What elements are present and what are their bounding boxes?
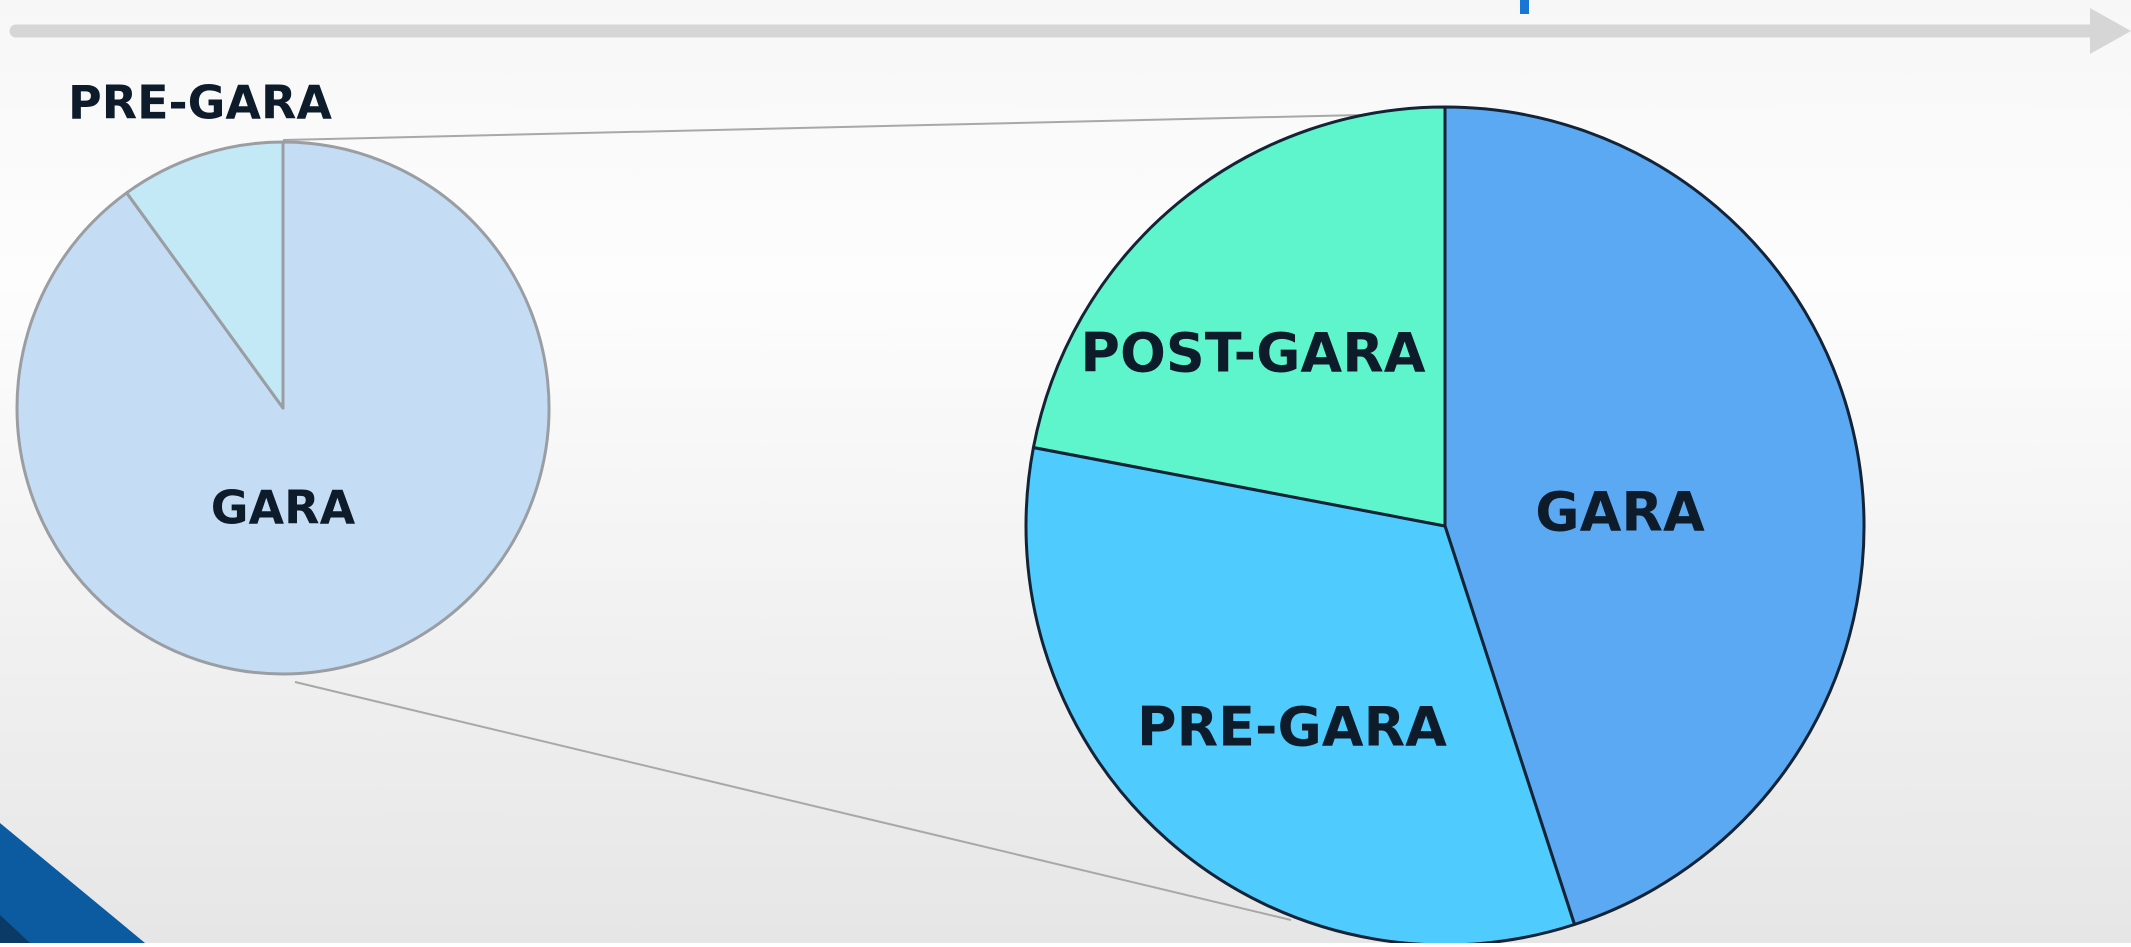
pie-slice — [1443, 105, 1866, 926]
corner-decoration — [0, 823, 145, 943]
pie-slice — [125, 140, 285, 410]
slice-label: GARA — [1535, 481, 1705, 544]
pie-slice — [1031, 105, 1447, 528]
slice-label: PRE-GARA — [68, 76, 332, 130]
decoration — [1520, 0, 1529, 14]
slice-label: GARA — [211, 481, 356, 535]
connector-line — [282, 112, 1446, 141]
arrow-head — [2090, 8, 2131, 54]
slice-label: PRE-GARA — [1137, 696, 1447, 759]
slice-label: POST-GARA — [1080, 322, 1425, 385]
corner-decoration — [0, 915, 30, 943]
connector-line — [294, 681, 1292, 921]
